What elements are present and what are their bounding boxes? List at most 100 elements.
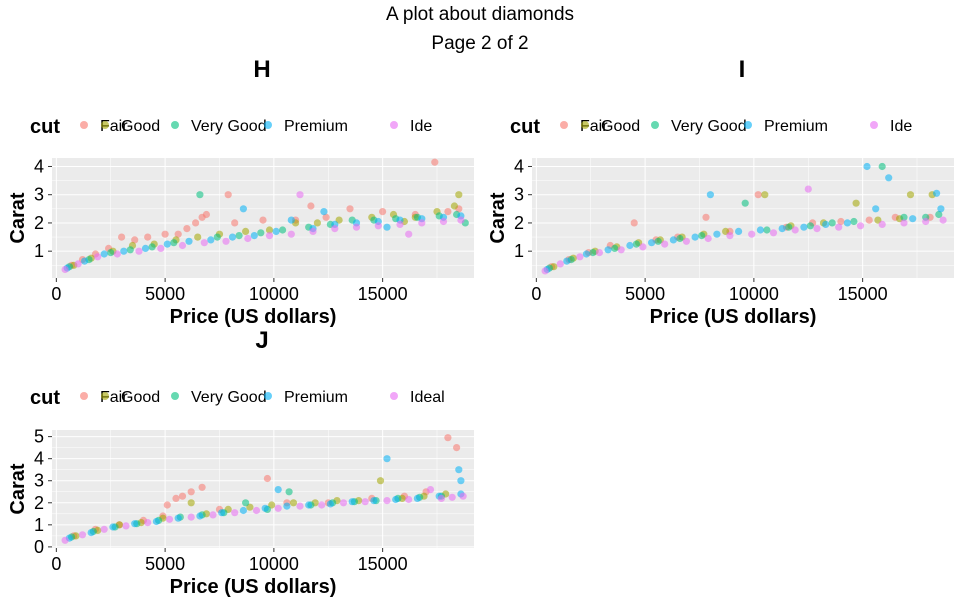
data-point [800, 223, 808, 231]
x-tick-label: 5000 [625, 284, 665, 304]
data-point [383, 497, 391, 505]
legend-key-very-good [171, 392, 179, 400]
legend-key-premium [744, 121, 752, 129]
data-point [706, 191, 715, 199]
data-point [163, 501, 171, 509]
facet-title: J [255, 327, 268, 354]
data-point [165, 515, 174, 523]
data-point [296, 191, 304, 199]
data-point [113, 250, 121, 258]
x-tick-label: 5000 [145, 554, 185, 574]
legend-key-fair [560, 121, 568, 129]
data-point [676, 234, 684, 243]
y-tick-label: 2 [34, 213, 44, 233]
data-point [453, 444, 461, 452]
legend-key-ide [870, 121, 878, 129]
data-point [259, 216, 267, 224]
x-axis-label: Price (US dollars) [650, 306, 817, 328]
data-point [170, 239, 178, 247]
data-point [126, 246, 134, 254]
data-point [791, 226, 799, 234]
data-point [872, 205, 880, 213]
data-point [935, 210, 943, 219]
legend-key-good [581, 121, 589, 129]
x-tick-label: 0 [51, 284, 61, 304]
data-point [283, 502, 291, 510]
data-point [713, 230, 721, 238]
data-point [346, 205, 354, 213]
data-point [661, 240, 669, 248]
data-point [198, 483, 206, 491]
data-point [431, 158, 439, 166]
data-point [265, 226, 274, 234]
data-point [455, 466, 463, 474]
panel-background [532, 158, 954, 278]
data-point [437, 494, 445, 502]
data-point [595, 249, 604, 257]
data-points [61, 158, 469, 274]
data-point [822, 220, 830, 228]
data-point [242, 499, 250, 507]
data-point [630, 219, 638, 227]
data-point [200, 239, 208, 247]
data-point [361, 498, 369, 506]
panel-background [52, 430, 474, 548]
data-point [735, 227, 743, 235]
data-point [144, 519, 152, 527]
data-point [426, 486, 435, 494]
data-point [318, 501, 326, 509]
data-point [192, 219, 200, 227]
legend-key-ide [390, 121, 398, 129]
legend-label: Ide [890, 118, 912, 135]
y-tick-label: 2 [514, 213, 524, 233]
data-point [439, 217, 448, 226]
page-title: A plot about diamonds [385, 4, 575, 25]
data-point [813, 225, 821, 233]
data-point [87, 529, 95, 537]
page-subtitle: Page 2 of 2 [431, 33, 529, 54]
x-tick-label: 5000 [145, 284, 185, 304]
data-point [835, 223, 843, 231]
data-point [405, 230, 413, 238]
series-ideal [541, 185, 947, 275]
legend-key-fair [80, 392, 88, 400]
legend-title: cut [30, 387, 60, 409]
data-point [756, 226, 765, 234]
y-tick-label: 1 [34, 515, 44, 535]
data-point [268, 501, 276, 509]
data-point [604, 246, 612, 254]
y-axis-label: Carat [487, 192, 509, 243]
legend-label: Good [121, 118, 160, 135]
data-point [769, 229, 778, 237]
y-tick-label: 3 [514, 185, 524, 205]
data-point [100, 525, 108, 533]
data-point [444, 208, 452, 216]
data-point [383, 455, 391, 463]
x-tick-label: 15000 [838, 284, 888, 304]
data-point [224, 191, 232, 199]
legend-label: Premium [284, 389, 348, 406]
data-point [313, 219, 321, 227]
data-point [748, 230, 756, 238]
data-point [246, 503, 254, 511]
data-point [296, 502, 304, 510]
data-points [61, 434, 467, 544]
data-point [141, 244, 150, 252]
data-point [331, 225, 339, 233]
data-point [239, 506, 247, 515]
data-point [617, 246, 625, 254]
data-point [263, 474, 271, 483]
data-point [459, 492, 467, 500]
data-point [856, 222, 865, 230]
data-point [702, 213, 710, 221]
data-point [339, 499, 348, 507]
data-point [804, 185, 812, 193]
axes: 0 5000 10000 15000 1 2 3 4 Price (US dollars) Car… [487, 156, 888, 328]
data-point [933, 189, 941, 197]
y-axis-label: Carat [7, 463, 29, 514]
data-point [231, 219, 239, 227]
data-point [909, 215, 917, 223]
